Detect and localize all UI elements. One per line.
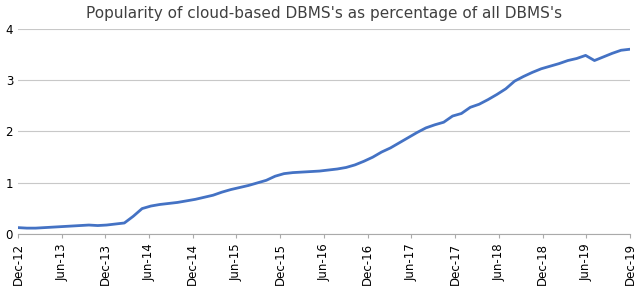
Title: Popularity of cloud-based DBMS's as percentage of all DBMS's: Popularity of cloud-based DBMS's as perc… [86, 6, 562, 21]
